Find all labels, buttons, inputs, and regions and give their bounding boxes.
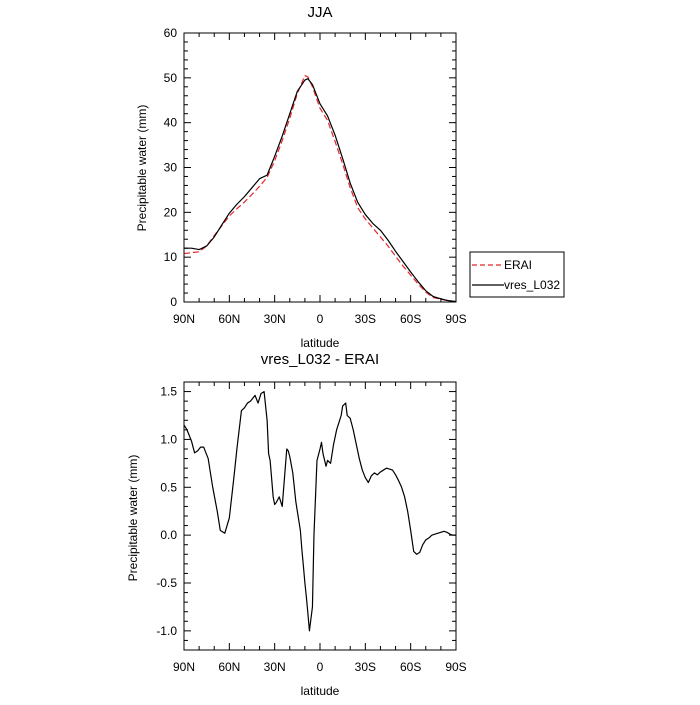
bottom-x-tick-label: 90S bbox=[445, 660, 466, 674]
bottom-x-tick-label: 30S bbox=[355, 660, 376, 674]
top-y-tick-label: 0 bbox=[170, 295, 177, 309]
top-y-tick-label: 50 bbox=[164, 71, 178, 85]
top-x-tick-label: 90N bbox=[173, 312, 195, 326]
top-panel: JJA latitude Precipitable water (mm) 90N… bbox=[135, 4, 565, 350]
top-ticks: 90N 60N 30N 0 30S 60S 90S 0 10 20 30 40 50 60 bbox=[164, 26, 467, 326]
bottom-series-line-difference bbox=[183, 390, 456, 632]
top-chart-title: JJA bbox=[307, 4, 332, 21]
bottom-chart-title: vres_L032 - ERAI bbox=[261, 351, 379, 368]
bottom-y-axis-label: Precipitable water (mm) bbox=[126, 455, 140, 582]
bottom-x-tick-label: 0 bbox=[317, 660, 324, 674]
bottom-panel: vres_L032 - ERAI latitude Precipitable w… bbox=[126, 351, 467, 698]
bottom-x-tick-label: 60S bbox=[400, 660, 421, 674]
top-x-tick-label: 90S bbox=[445, 312, 466, 326]
top-plot-frame bbox=[183, 32, 457, 303]
bottom-y-tick-label: -1.0 bbox=[156, 624, 177, 638]
top-x-tick-label: 30S bbox=[355, 312, 376, 326]
bottom-y-tick-label: 0.0 bbox=[160, 528, 177, 542]
top-x-tick-label: 60S bbox=[400, 312, 421, 326]
top-y-tick-label: 40 bbox=[164, 116, 178, 130]
top-y-axis-label: Precipitable water (mm) bbox=[135, 105, 149, 232]
bottom-x-tick-label: 90N bbox=[173, 660, 195, 674]
top-series-line-vres-l032 bbox=[184, 78, 457, 303]
bottom-x-axis-label: latitude bbox=[301, 684, 340, 698]
legend: ERAI vres_L032 bbox=[469, 251, 565, 298]
bottom-y-tick-label: 0.5 bbox=[160, 480, 177, 494]
bottom-y-tick-label: -0.5 bbox=[156, 576, 177, 590]
legend-vres-label: vres_L032 bbox=[504, 278, 560, 292]
bottom-y-tick-label: 1.5 bbox=[160, 385, 177, 399]
legend-box bbox=[469, 251, 565, 298]
bottom-x-tick-label: 60N bbox=[218, 660, 240, 674]
top-y-tick-label: 20 bbox=[164, 205, 178, 219]
bottom-plot-frame bbox=[183, 381, 457, 651]
legend-erai-label: ERAI bbox=[504, 258, 532, 272]
top-y-tick-label: 10 bbox=[164, 250, 178, 264]
top-series-line-erai bbox=[183, 74, 457, 303]
bottom-x-tick-label: 30N bbox=[264, 660, 286, 674]
top-series bbox=[183, 74, 457, 303]
top-x-tick-label: 60N bbox=[218, 312, 240, 326]
top-x-tick-label: 0 bbox=[317, 312, 324, 326]
bottom-y-tick-label: 1.0 bbox=[160, 432, 177, 446]
top-x-tick-label: 30N bbox=[264, 312, 286, 326]
top-x-axis-label: latitude bbox=[301, 336, 340, 350]
bottom-series bbox=[183, 390, 456, 632]
top-y-tick-label: 30 bbox=[164, 161, 178, 175]
bottom-ticks: 90N 60N 30N 0 30S 60S 90S 1.5 1.0 0.5 0.0 -0.5 -1.0 bbox=[156, 381, 467, 674]
top-y-tick-label: 60 bbox=[164, 26, 178, 40]
